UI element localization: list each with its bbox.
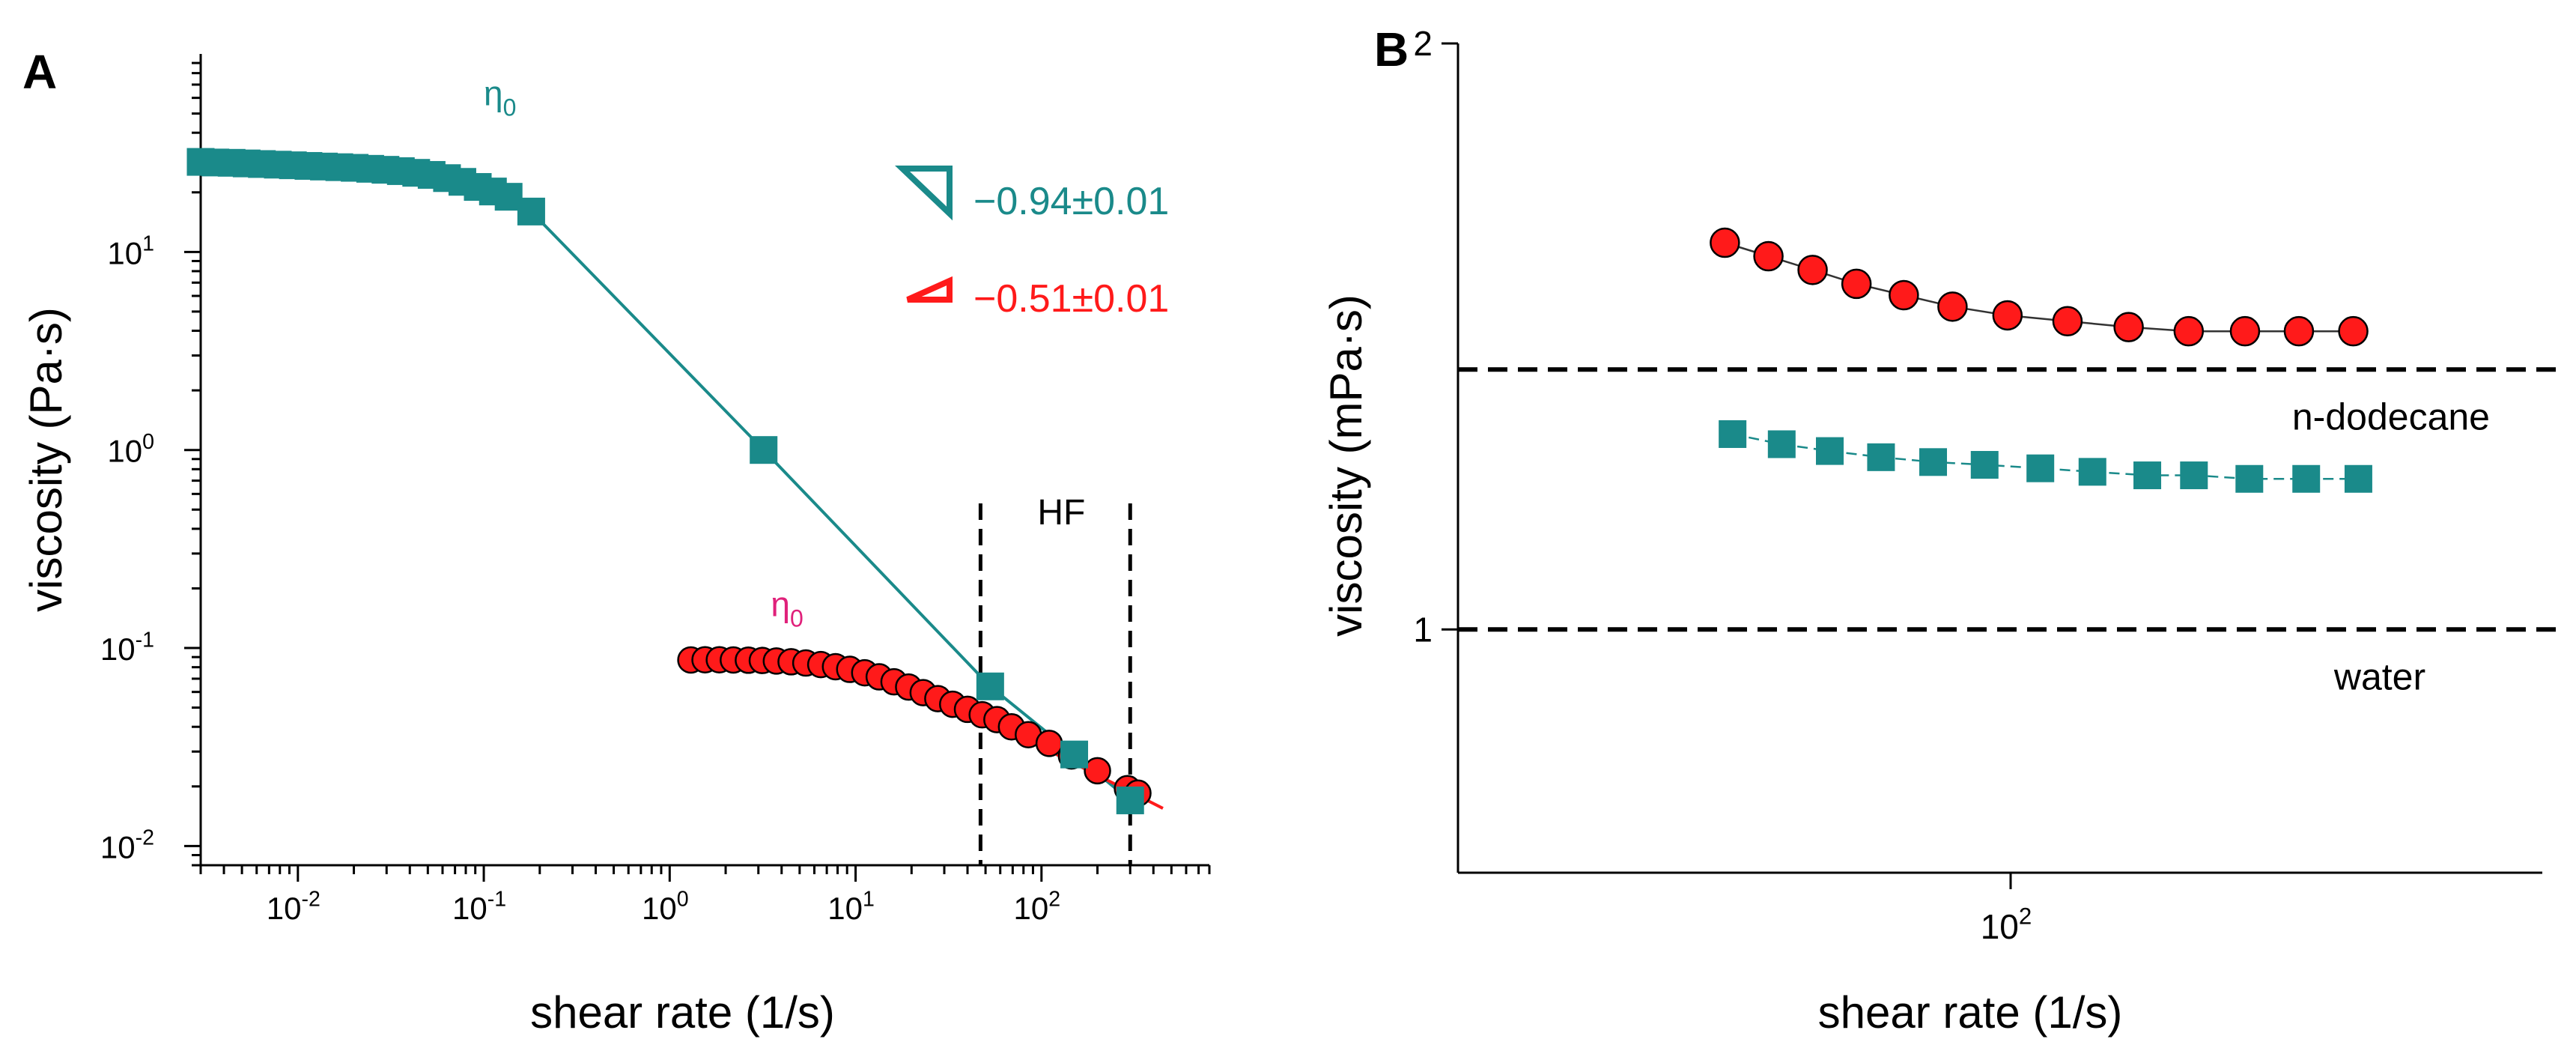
y-tick-label: 10-1 [100, 628, 154, 667]
teal-square-point [1867, 443, 1895, 471]
x-tick-label-base: 10 [1014, 891, 1049, 926]
red-circle-point [2113, 312, 2144, 342]
red-circle-point [2229, 315, 2261, 347]
x-tick-label: 10-1 [452, 887, 506, 926]
teal-square-point [2235, 464, 2264, 493]
y-tick-label: 2 [1413, 24, 1433, 63]
x-tick-label: 10-2 [267, 887, 321, 926]
y-tick-label-exp: -2 [136, 826, 154, 850]
teal-slope-label: −0.94±0.01 [973, 180, 1169, 223]
teal-eta0-label: η0 [484, 74, 516, 121]
y-tick-label-exp: 0 [142, 430, 154, 454]
y-tick-label: 100 [107, 430, 154, 469]
x-tick-label-base: 10 [1981, 907, 2019, 946]
y-tick-label: 1 [1413, 610, 1433, 649]
x-tick-label-exp: 1 [863, 887, 875, 911]
y-tick-label-base: 10 [100, 632, 136, 667]
y-tick-label-exp: 1 [142, 232, 154, 256]
red-circle-point [1992, 300, 2023, 331]
x-tick-label-exp: 2 [1048, 887, 1060, 911]
red-circle-point [1753, 240, 1784, 272]
red-circle-point [2338, 315, 2369, 347]
x-tick-label: 102 [1981, 903, 2032, 946]
teal-square-point [517, 197, 545, 225]
teal-square-point [1767, 430, 1796, 458]
x-tick-label-exp: -1 [487, 887, 506, 911]
x-tick-label-exp: 2 [2019, 903, 2032, 930]
red-circle-point [1841, 268, 1872, 300]
teal-square-point [750, 436, 778, 464]
y-tick-label: 101 [107, 232, 154, 271]
x-tick-label-base: 10 [267, 891, 302, 926]
n-dodecane-label: n-dodecane [2292, 396, 2490, 437]
red-circle-point [1797, 255, 1828, 285]
y-axis-title: viscosity (Pa·s) [21, 307, 71, 612]
y-tick-label-base: 10 [107, 235, 142, 270]
x-axis-title: shear rate (1/s) [530, 987, 835, 1038]
x-tick-label-base: 10 [642, 891, 677, 926]
teal-square-point [2026, 454, 2055, 482]
red-series-line [1725, 241, 2354, 333]
red-circle-point [1035, 730, 1063, 757]
water-label: water [2333, 655, 2425, 697]
y-tick-label-base: 10 [100, 829, 136, 864]
teal-square-point [2180, 461, 2208, 490]
teal-square-point [2344, 464, 2372, 493]
red-slope-triangle [906, 276, 953, 303]
teal-square-point [1719, 420, 1747, 448]
teal-square-point [2078, 458, 2106, 486]
red-circle-point [2173, 315, 2205, 347]
y-axis-title: viscosity (mPa·s) [1321, 294, 1371, 637]
y-tick-label: 10-2 [100, 826, 154, 865]
panel-label-b: B [1374, 22, 1409, 76]
red-slope-label: −0.51±0.01 [973, 277, 1169, 321]
red-circle-point [2283, 315, 2315, 347]
y-tick-label-base: 10 [107, 434, 142, 469]
red-eta0-label-subscript: 0 [790, 605, 804, 632]
x-tick-label-exp: -2 [301, 887, 320, 911]
red-circle-point [1710, 227, 1740, 258]
teal-square-point [1970, 451, 1999, 479]
teal-eta0-label-subscript: 0 [503, 94, 517, 121]
x-tick-label: 101 [827, 887, 875, 926]
x-tick-label-exp: 0 [677, 887, 689, 911]
red-eta0-label: η0 [771, 584, 803, 632]
x-tick-label: 102 [1014, 887, 1061, 926]
teal-square-point [2133, 461, 2162, 490]
red-circle-point [1084, 757, 1111, 785]
teal-eta0-label-symbol: η [484, 74, 503, 113]
teal-square-point [1919, 448, 1948, 476]
teal-square-point [2292, 464, 2321, 493]
y-tick-label-exp: -1 [136, 628, 154, 652]
red-circle-point [2052, 306, 2083, 337]
red-circle-point [1889, 279, 1919, 311]
panel-label-a: A [22, 45, 57, 99]
x-tick-label-base: 10 [452, 891, 487, 926]
x-axis-title: shear rate (1/s) [1818, 987, 2123, 1038]
x-tick-label-base: 10 [827, 891, 863, 926]
red-circle-point [1937, 291, 1968, 322]
teal-square-point [1060, 740, 1089, 769]
red-eta0-label-symbol: η [771, 584, 790, 623]
teal-square-point [1116, 786, 1144, 814]
hf-region-label: HF [1037, 493, 1085, 533]
x-tick-label: 100 [642, 887, 689, 926]
teal-square-point [976, 672, 1004, 700]
teal-slope-triangle [895, 166, 953, 221]
teal-square-point [1816, 437, 1844, 465]
